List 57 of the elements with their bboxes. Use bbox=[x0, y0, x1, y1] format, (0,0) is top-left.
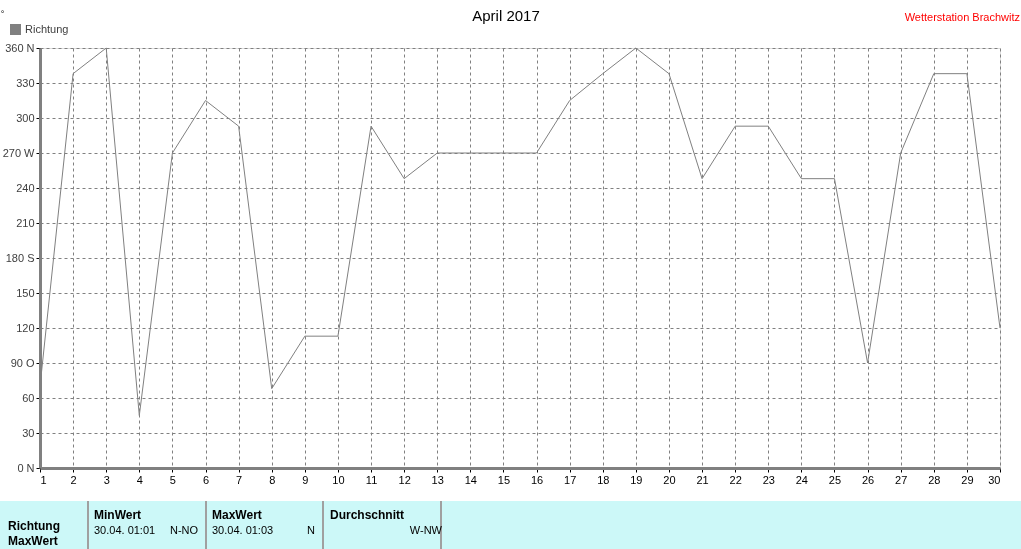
y-tick-label: 270 W bbox=[2, 146, 36, 159]
x-tick-label: 21 bbox=[696, 473, 709, 486]
y-tick-label: 240 bbox=[16, 181, 35, 194]
x-tick-label: 20 bbox=[663, 473, 676, 486]
x-tick-label: 6 bbox=[202, 473, 210, 486]
text: MaxWert bbox=[212, 508, 262, 522]
x-tick-label: 24 bbox=[795, 473, 808, 486]
y-tick-label: 90 O bbox=[10, 356, 35, 369]
x-tick-label: 1 bbox=[40, 473, 47, 486]
text: W-NW bbox=[409, 524, 443, 536]
x-tick-label: 16 bbox=[530, 473, 544, 486]
x-tick-label: 30 bbox=[988, 473, 1001, 486]
x-tick-label: 7 bbox=[236, 473, 243, 486]
y-tick-label: 300 bbox=[16, 111, 35, 124]
x-tick-label: 26 bbox=[861, 473, 875, 486]
y-tick-label: 60 bbox=[22, 391, 35, 404]
x-tick-label: 9 bbox=[302, 473, 309, 486]
y-tick-label: 30 bbox=[22, 426, 35, 439]
x-tick-label: 11 bbox=[365, 473, 378, 486]
x-tick-label: 29 bbox=[961, 473, 974, 486]
y-tick-label: 150 bbox=[16, 286, 35, 299]
x-tick-label: 28 bbox=[928, 473, 941, 486]
x-tick-label: 2 bbox=[70, 473, 77, 486]
x-tick-label: 15 bbox=[497, 473, 511, 486]
x-tick-label: 3 bbox=[103, 473, 110, 486]
x-tick-label: 14 bbox=[464, 473, 477, 486]
y-tick-label: 210 bbox=[16, 216, 35, 229]
x-tick-label: 12 bbox=[398, 473, 411, 486]
text: 30.04. 01:01 bbox=[94, 524, 156, 536]
text: N-NO bbox=[170, 524, 199, 536]
legend-label: Richtung bbox=[25, 22, 69, 35]
y-tick-label: 180 S bbox=[5, 251, 35, 264]
text: Durchschnitt bbox=[330, 508, 405, 522]
x-tick-label: 5 bbox=[169, 473, 176, 486]
x-tick-label: 13 bbox=[431, 473, 444, 486]
x-tick-label: 23 bbox=[762, 473, 775, 486]
x-tick-label: 19 bbox=[630, 473, 643, 486]
y-axis-title: ° bbox=[0, 8, 5, 19]
text: MaxWert bbox=[8, 534, 58, 548]
x-tick-label: 8 bbox=[269, 473, 276, 486]
y-tick-label: 0 N bbox=[17, 461, 35, 474]
x-tick-label: 10 bbox=[332, 473, 345, 486]
y-tick-label: 330 bbox=[16, 76, 35, 89]
x-tick-label: 18 bbox=[597, 473, 610, 486]
x-tick-label: 17 bbox=[564, 473, 577, 486]
text: MinWert bbox=[94, 508, 142, 522]
y-tick-label: 360 N bbox=[5, 41, 35, 54]
text: N bbox=[307, 524, 316, 536]
text: Wetterstation Brachwitz bbox=[904, 11, 1020, 23]
x-tick-label: 4 bbox=[136, 473, 143, 486]
x-tick-label: 22 bbox=[729, 473, 742, 486]
x-tick-label: 27 bbox=[895, 473, 908, 486]
chart-title: April 2017 bbox=[472, 7, 540, 24]
x-tick-label: 25 bbox=[828, 473, 842, 486]
text: Richtung bbox=[8, 519, 60, 533]
text: 30.04. 01:03 bbox=[212, 524, 274, 536]
y-tick-label: 120 bbox=[16, 321, 35, 334]
